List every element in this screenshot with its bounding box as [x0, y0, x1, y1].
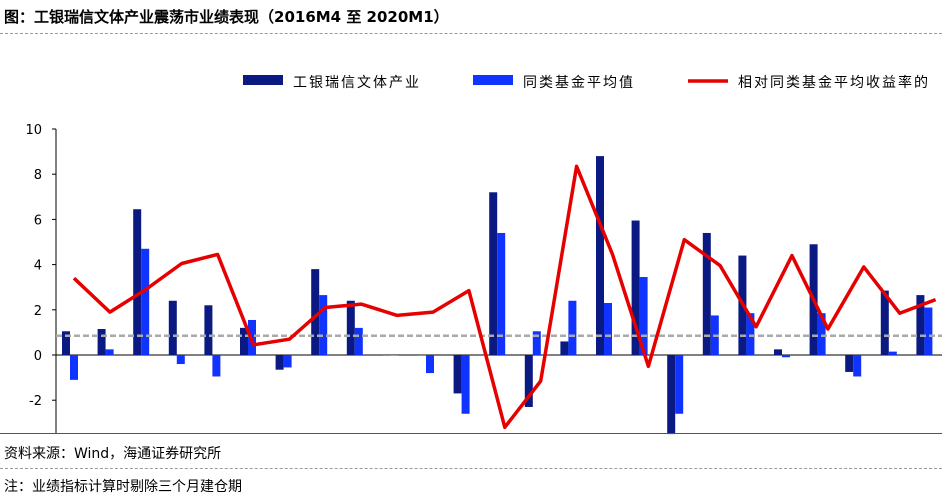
- bar-category-average: [319, 295, 327, 355]
- y-tick-label: -2: [29, 394, 42, 409]
- y-tick-label: 4: [34, 259, 42, 274]
- legend-swatch: [473, 75, 513, 85]
- bar-category-average: [284, 355, 292, 367]
- bar-category-average: [177, 355, 185, 364]
- bar-category-average: [462, 355, 470, 414]
- bar-fund: [845, 355, 853, 372]
- y-tick-label: 8: [34, 168, 42, 183]
- bar-category-average: [106, 349, 114, 355]
- legend-swatch: [243, 75, 283, 85]
- y-tick-label: 10: [25, 123, 42, 138]
- y-tick-label: 2: [34, 304, 42, 319]
- legend-label: 工银瑞信文体产业: [293, 75, 421, 91]
- bar-fund: [560, 341, 568, 355]
- bar-fund: [596, 156, 604, 355]
- bar-category-average: [853, 355, 861, 376]
- source-note: 资料来源：Wind，海通证券研究所: [4, 443, 221, 463]
- bar-category-average: [675, 355, 683, 414]
- bar-category-average: [141, 249, 149, 355]
- bar-fund: [382, 355, 390, 356]
- bar-fund: [347, 301, 355, 355]
- legend-label: 相对同类基金平均收益率的: [738, 74, 930, 91]
- bar-category-average: [924, 308, 932, 355]
- bar-category-average: [70, 355, 78, 380]
- bar-fund: [774, 349, 782, 355]
- footer-divider: [0, 468, 942, 469]
- bar-category-average: [426, 355, 434, 373]
- bar-fund: [489, 192, 497, 355]
- bar-category-average: [568, 301, 576, 355]
- legend: 工银瑞信文体产业 同类基金平均值 相对同类基金平均收益率的: [243, 74, 930, 91]
- bar-fund: [204, 305, 212, 355]
- bar-category-average: [889, 352, 897, 355]
- bar-fund: [133, 209, 141, 355]
- legend-label: 同类基金平均值: [523, 74, 635, 91]
- remark-note: 注：业绩指标计算时剔除三个月建仓期: [4, 476, 242, 496]
- bar-fund: [454, 355, 462, 393]
- chart-bottom-divider: [0, 433, 942, 434]
- bar-category-average: [355, 328, 363, 355]
- bar-fund: [418, 355, 426, 356]
- bar-fund: [169, 301, 177, 355]
- y-tick-label: 6: [34, 213, 42, 228]
- bar-category-average: [604, 303, 612, 355]
- bar-fund: [98, 329, 106, 355]
- bar-category-average: [782, 355, 790, 357]
- y-tick-label: 0: [34, 349, 42, 364]
- bar-category-average: [212, 355, 220, 376]
- bar-fund: [667, 355, 675, 434]
- bar-fund: [276, 355, 284, 370]
- performance-chart: 工银瑞信文体产业 同类基金平均值 相对同类基金平均收益率的 10 8 6 4 2 0 -2: [0, 0, 942, 440]
- bar-category-average: [390, 355, 398, 356]
